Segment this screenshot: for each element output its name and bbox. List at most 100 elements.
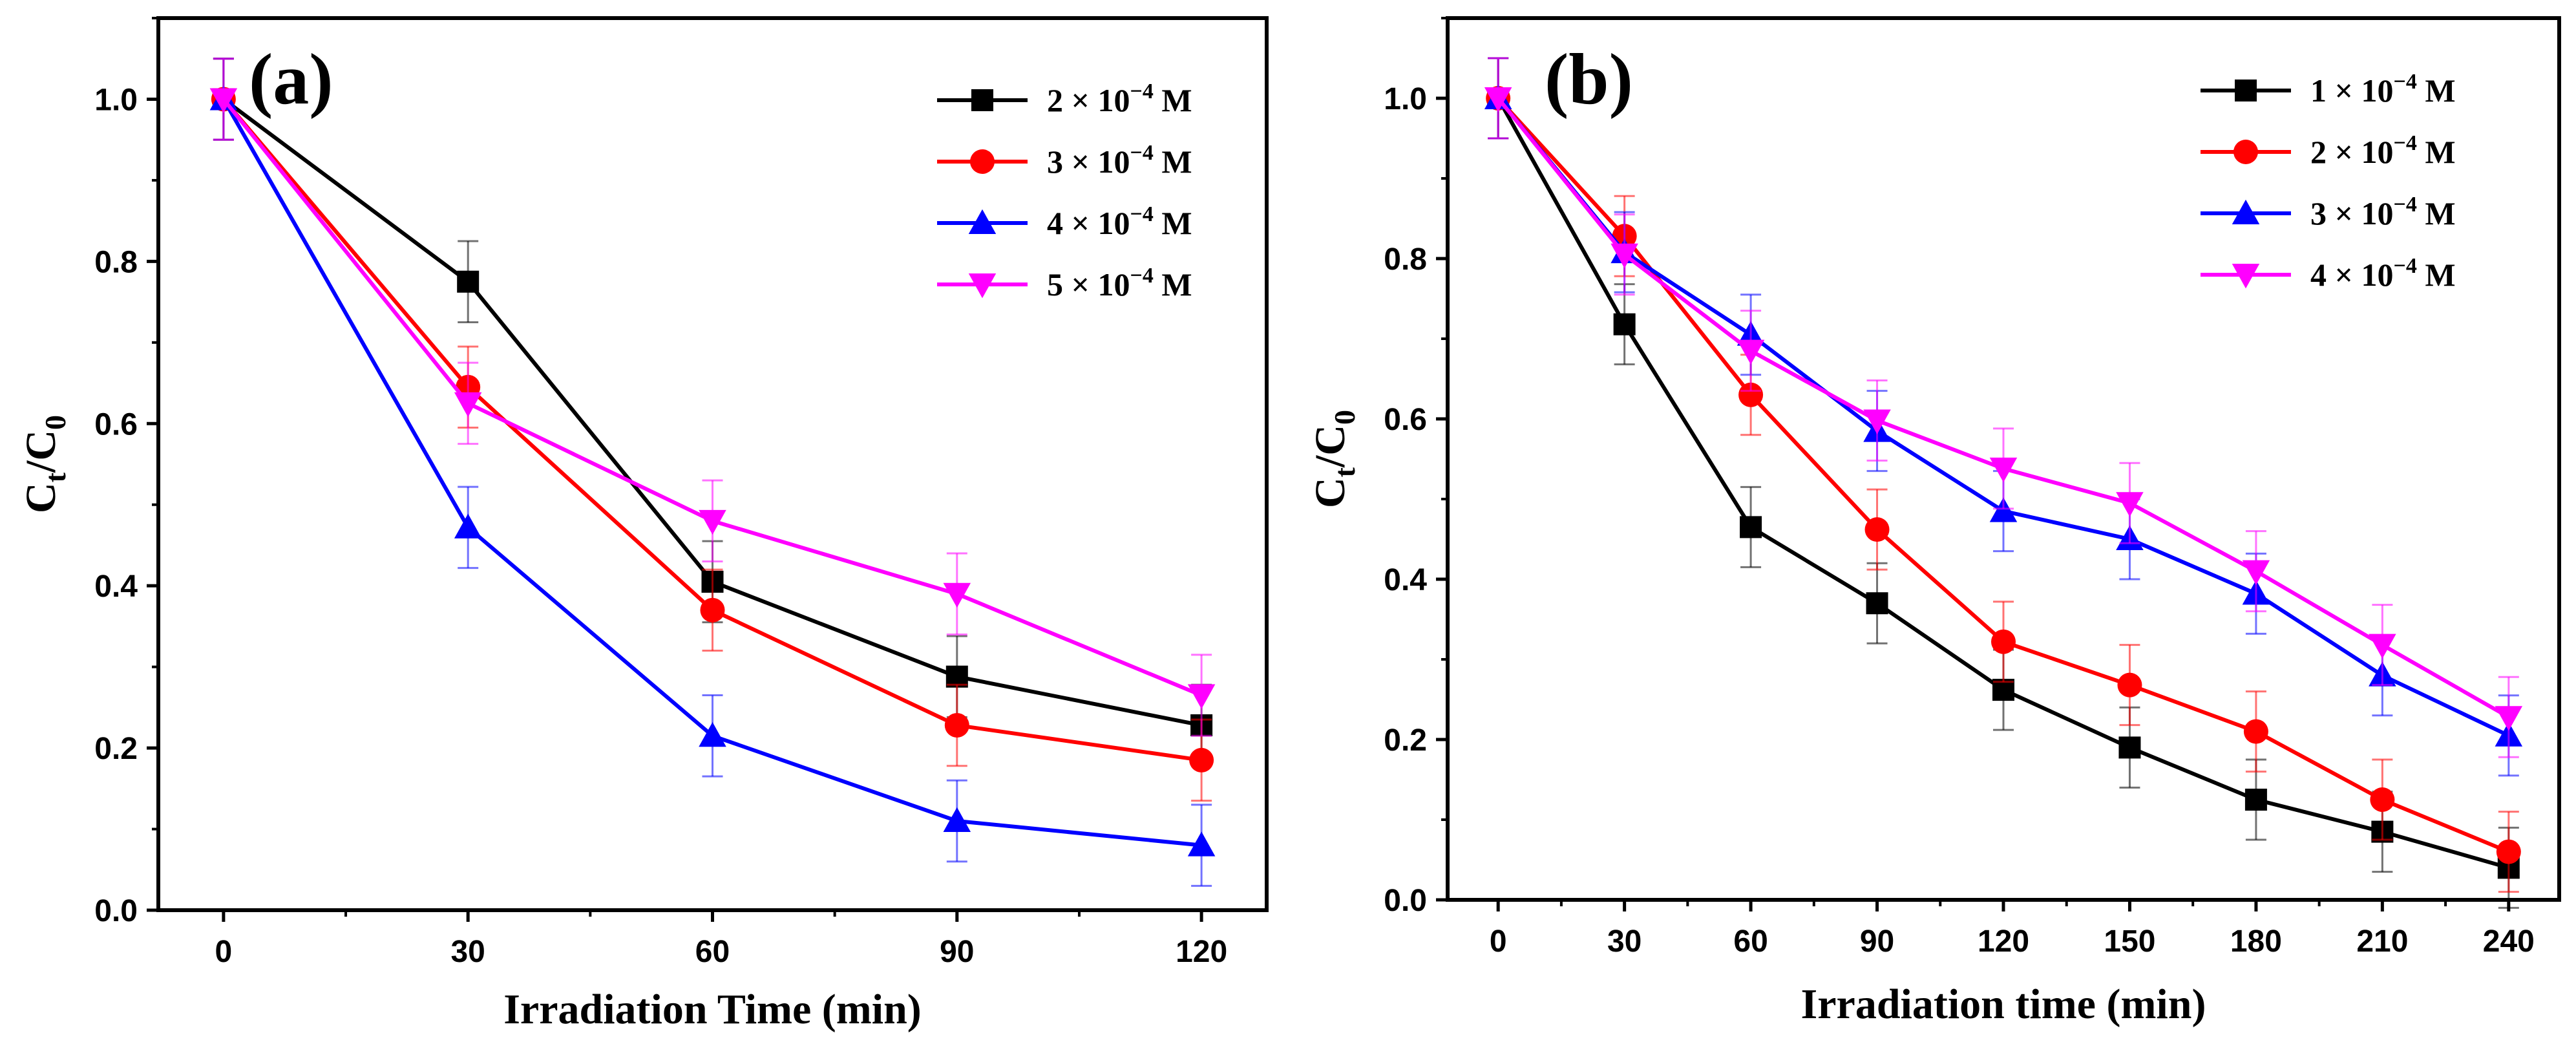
data-point — [699, 722, 726, 747]
x-tick-label: 60 — [695, 935, 730, 969]
legend-label-exponent: −4 — [2394, 70, 2417, 94]
y-tick-label: 0.8 — [1384, 242, 1427, 277]
data-point — [2244, 789, 2267, 811]
data-point — [1863, 409, 1891, 434]
data-point — [209, 88, 238, 113]
data-point — [1738, 382, 1764, 407]
chart-panel-b: 0.0 0.2 0.4 0.6 0.8 1.0 0 30 60 90 120 150 180 210 240… — [1307, 16, 2561, 1028]
legend-marker — [2232, 264, 2260, 289]
legend-label: 3 × 10−4 M — [2310, 193, 2456, 231]
y-tick-label: 0.8 — [94, 245, 138, 279]
x-tick-label: 0 — [1490, 924, 1507, 959]
y-tick-label: 0.4 — [1384, 563, 1427, 597]
legend-label: 3 × 10−4 M — [1047, 141, 1192, 180]
data-point — [457, 270, 480, 293]
data-point — [1610, 243, 1638, 269]
y-tick-label: 0.0 — [1384, 884, 1427, 918]
legend-marker — [2233, 140, 2258, 164]
data-point — [943, 582, 971, 608]
x-tick-label: 240 — [2483, 924, 2535, 959]
legend-label-exponent: −4 — [2394, 131, 2417, 155]
y-axis-title-mid: /C — [17, 430, 65, 473]
legend-label-base: 2 × 10 — [1047, 82, 1130, 118]
x-tick-label: 60 — [1733, 924, 1768, 959]
legend-label-unit: M — [2417, 72, 2456, 109]
data-point — [454, 392, 482, 418]
x-tick-label: 180 — [2230, 924, 2282, 959]
data-point — [454, 513, 482, 538]
data-point — [1187, 831, 1216, 857]
legend-marker — [968, 273, 997, 299]
x-tick-label: 30 — [450, 935, 485, 969]
legend-marker — [968, 209, 997, 234]
data-point — [1989, 497, 2018, 522]
legend-label-unit: M — [1154, 144, 1192, 180]
y-axis-title: Ct/C0 — [17, 415, 72, 513]
y-axis-title-sub2: 0 — [1328, 410, 1361, 425]
series-4 — [1484, 57, 2523, 758]
panel-label: (b) — [1545, 39, 1633, 120]
data-point — [1866, 592, 1888, 615]
data-point — [700, 597, 725, 623]
y-axis-title-sub1: t — [39, 472, 72, 482]
data-point — [943, 807, 971, 832]
x-tick-label: 90 — [1860, 924, 1894, 959]
y-tick-label: 0.4 — [94, 570, 138, 604]
data-point — [944, 712, 969, 738]
legend-marker — [971, 89, 993, 111]
legend-marker — [970, 149, 995, 174]
data-point — [1864, 517, 1890, 542]
data-point — [1740, 516, 1762, 538]
x-tick-label: 90 — [940, 935, 974, 969]
legend-marker — [2232, 199, 2260, 224]
data-point — [2369, 634, 2396, 659]
data-point — [2495, 706, 2523, 731]
y-tick-label: 0.2 — [1384, 723, 1427, 758]
y-tick-label: 0.0 — [94, 894, 138, 928]
legend-label: 5 × 10−4 M — [1047, 264, 1192, 303]
legend-label-base: 2 × 10 — [2310, 134, 2394, 170]
legend-label-unit: M — [1154, 205, 1192, 241]
legend-label-unit: M — [2417, 134, 2456, 170]
legend-label-base: 5 × 10 — [1047, 266, 1130, 303]
legend-label-base: 3 × 10 — [2310, 195, 2394, 231]
legend-label-unit: M — [2417, 195, 2456, 231]
y-axis-title-sub1: t — [1328, 467, 1361, 477]
legend-label-unit: M — [2417, 257, 2456, 293]
legend-label-exponent: −4 — [2394, 193, 2417, 217]
data-point — [2370, 787, 2395, 812]
legend-label: 2 × 10−4 M — [2310, 131, 2456, 170]
legend-label-exponent: −4 — [2394, 254, 2417, 278]
data-point — [1613, 313, 1636, 336]
x-tick-label: 150 — [2104, 924, 2155, 959]
chart-panel-a: 0.0 0.2 0.4 0.6 0.8 1.0 0 30 60 90 120 Irradiation … — [17, 16, 1269, 1033]
data-point — [1737, 339, 1765, 365]
legend-label-base: 1 × 10 — [2310, 72, 2394, 109]
legend-label-unit: M — [1154, 82, 1192, 118]
y-axis-title-main: C — [17, 482, 65, 513]
y-axis-title: Ct/C0 — [1307, 410, 1361, 508]
data-point — [1989, 457, 2018, 483]
legend-marker — [2235, 80, 2257, 101]
legend-label-base: 3 × 10 — [1047, 144, 1130, 180]
legend-label: 1 × 10−4 M — [2310, 70, 2456, 109]
y-axis-title-mid: /C — [1307, 425, 1354, 468]
y-tick-label: 1.0 — [1384, 82, 1427, 116]
legend-label-base: 4 × 10 — [1047, 205, 1130, 241]
x-tick-label: 30 — [1607, 924, 1642, 959]
legend-label-exponent: −4 — [1130, 264, 1154, 288]
x-tick-label: 0 — [215, 935, 233, 969]
legend-label: 4 × 10−4 M — [2310, 254, 2456, 293]
data-point — [699, 509, 726, 535]
x-tick-label: 210 — [2356, 924, 2408, 959]
data-point — [1484, 87, 1512, 112]
data-point — [1187, 684, 1216, 709]
data-point — [1991, 629, 2016, 654]
y-axis-title-main: C — [1307, 477, 1354, 508]
panel-label: (a) — [249, 39, 333, 120]
data-point — [2118, 736, 2141, 759]
x-axis-title: Irradiation Time (min) — [503, 986, 922, 1033]
legend-label: 2 × 10−4 M — [1047, 80, 1192, 118]
y-tick-label: 0.2 — [94, 732, 138, 766]
